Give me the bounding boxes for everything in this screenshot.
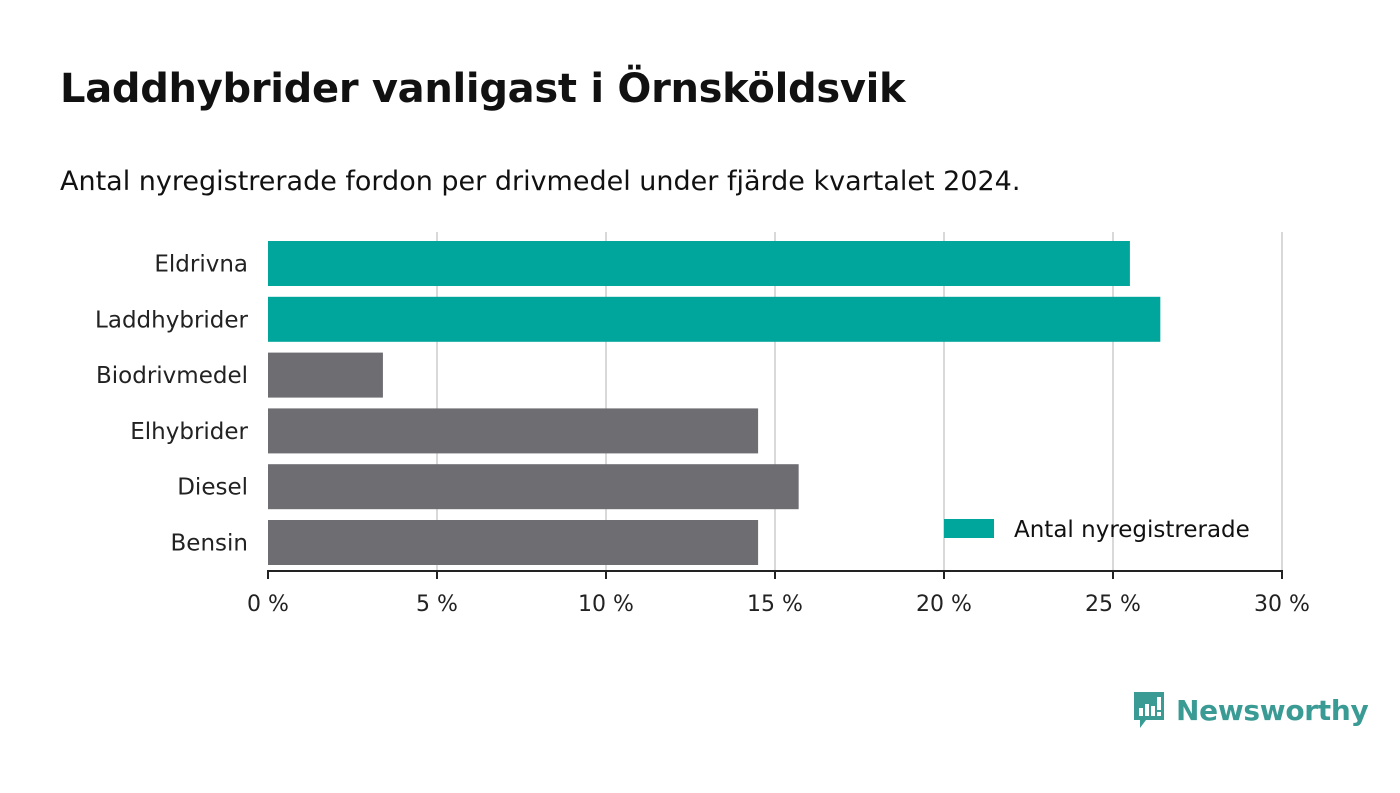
legend-swatch: [944, 519, 994, 538]
bar-laddhybrider: [268, 296, 1161, 342]
x-tick-label: 15 %: [747, 592, 803, 617]
category-label: Elhybrider: [130, 419, 248, 445]
bar-bensin: [268, 520, 759, 565]
x-tick-label: 20 %: [916, 592, 972, 617]
category-label: Biodrivmedel: [96, 363, 248, 389]
legend: Antal nyregistrerade: [944, 517, 1250, 543]
category-label: Eldrivna: [154, 252, 248, 278]
grid-lines: [436, 232, 1283, 571]
category-label: Diesel: [177, 475, 248, 501]
bars: [268, 241, 1161, 565]
x-tick-label: 0 %: [247, 592, 289, 617]
bar-biodrivmedel: [268, 352, 383, 398]
chart-title: Laddhybrider vanligast i Örnsköldsvik: [60, 66, 906, 112]
category-labels: Eldrivna Laddhybrider Biodrivmedel Elhybrid…: [95, 252, 248, 557]
bar-elhybrider: [268, 408, 759, 454]
legend-label: Antal nyregistrerade: [1014, 517, 1250, 543]
brand-name: Newsworthy: [1176, 693, 1369, 727]
bar-eldrivna: [268, 241, 1130, 286]
x-tick-label: 25 %: [1085, 592, 1141, 617]
x-tick-label: 5 %: [416, 592, 458, 617]
chart-subtitle: Antal nyregistrerade fordon per drivmede…: [60, 166, 1021, 197]
category-label: Bensin: [171, 531, 248, 557]
newsworthy-brand: Newsworthy: [1132, 690, 1369, 730]
category-label: Laddhybrider: [95, 307, 248, 333]
bar-diesel: [268, 464, 799, 510]
x-tick-label: 30 %: [1254, 592, 1310, 617]
x-tick-label: 10 %: [578, 592, 634, 617]
x-axis: 0 % 5 % 10 % 15 % 20 % 25 % 30 %: [247, 570, 1310, 617]
newsworthy-logo-icon: [1134, 692, 1164, 728]
